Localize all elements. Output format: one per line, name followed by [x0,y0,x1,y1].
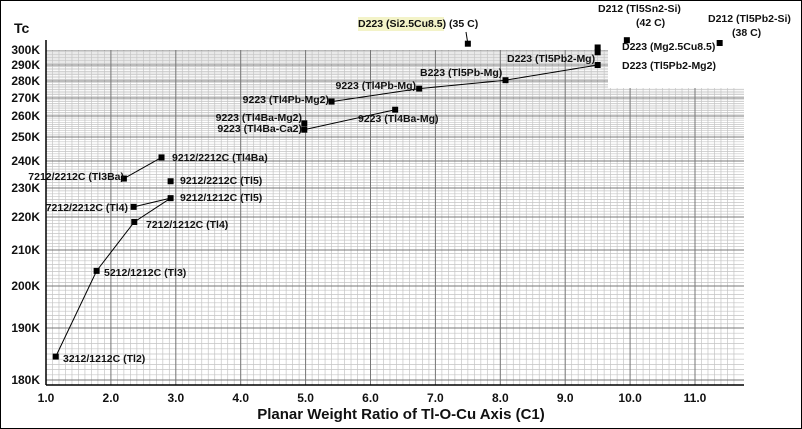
data-point [328,98,335,105]
data-point [716,40,723,46]
data-label: 9223 (Tl4Ba-Mg) [358,113,439,125]
data-point [120,175,127,182]
data-point [594,62,601,68]
y-tick-label: 210K [11,243,40,257]
data-point [594,44,601,51]
data-label: B223 (Tl5Pb-Mg) [420,67,502,79]
grid-mask-right [608,40,744,88]
label-highlight [358,17,444,31]
x-tick-label: 8.0 [492,391,509,405]
y-tick-label: 230K [11,181,40,195]
x-tick-label: 7.0 [427,391,444,405]
data-point [130,203,137,210]
y-tick-label: 200K [11,279,40,293]
connector-line [331,64,598,103]
data-point [392,106,399,113]
data-label: 9223 (Tl4Ba-Ca2) [217,123,302,135]
x-tick-label: 2.0 [103,391,120,405]
y-tick-label: 180K [11,373,40,387]
data-label: D212 (Tl5Pb2-Si) [708,13,791,25]
data-label: 9212/1212C (Tl5) [180,192,262,204]
data-label: 3212/1212C (Tl2) [63,353,145,365]
data-point [594,49,601,56]
data-point [623,37,630,44]
data-label: 5212/1212C (Tl3) [104,267,186,279]
y-axis-label: Tc [14,20,30,36]
data-point [167,178,174,185]
data-label: D212 (Tl5Sn2-Si) [598,3,681,15]
x-axis-label: Planar Weight Ratio of Tl-O-Cu Axis (C1) [257,406,545,423]
x-tick-label: 1.0 [38,391,55,405]
data-point [93,267,100,274]
x-tick-label: 10.0 [618,391,642,405]
data-label: 9223 (Tl4Ba-Mg2) [216,112,302,124]
x-tick-label: 3.0 [167,391,184,405]
data-point [131,218,138,225]
y-tick-label: 190K [11,321,40,335]
data-label: 9223 (Tl4Pb-Mg2) [243,94,329,106]
y-tick-label: 300K [11,43,40,57]
connector-line [304,109,396,131]
data-label: D223 (Mg2.5Cu8.5) [622,41,715,53]
x-tick-label: 6.0 [362,391,379,405]
data-point [502,77,509,84]
grid-mask-top [46,40,744,50]
data-point [52,353,59,360]
data-point [416,85,423,92]
y-tick-label: 250K [11,130,40,144]
data-point [158,154,165,161]
x-tick-label: 5.0 [297,391,314,405]
y-tick-label: 220K [11,210,40,224]
data-label: (38 C) [732,27,761,39]
data-label: D223 (Si2.5Cu8.5) (35 C) [358,18,478,30]
data-point [167,195,174,202]
data-label: 9212/2212C (Tl4Ba) [172,152,268,164]
y-tick-label: 270K [11,91,40,105]
data-point [464,40,471,47]
connector-line [123,156,162,179]
y-tick-label: 260K [11,109,40,123]
x-tick-label: 9.0 [557,391,574,405]
data-point [301,120,308,127]
data-label: 7212/1212C (Tl4) [146,219,228,231]
x-tick-label: 11.0 [684,391,707,405]
connector-line [55,197,171,357]
x-tick-label: 4.0 [232,391,249,405]
y-tick-label: 240K [11,154,40,168]
data-label: D223 (Tl5Pb2-Mg) [507,53,595,65]
y-tick-label: 290K [11,58,40,72]
data-label: 9223 (Tl4Pb-Mg) [335,80,416,92]
connector-line [133,197,171,208]
data-label: 7212/2212C (Tl4) [46,202,128,214]
data-label: 9212/2212C (Tl5) [180,175,262,187]
data-point [301,126,308,133]
data-label: 7212/2212C (Tl3Ba) [28,171,124,183]
y-tick-label: 280K [11,74,40,88]
data-label: D223 (Tl5Pb2-Mg2) [622,60,716,72]
data-label: (42 C) [636,17,665,29]
